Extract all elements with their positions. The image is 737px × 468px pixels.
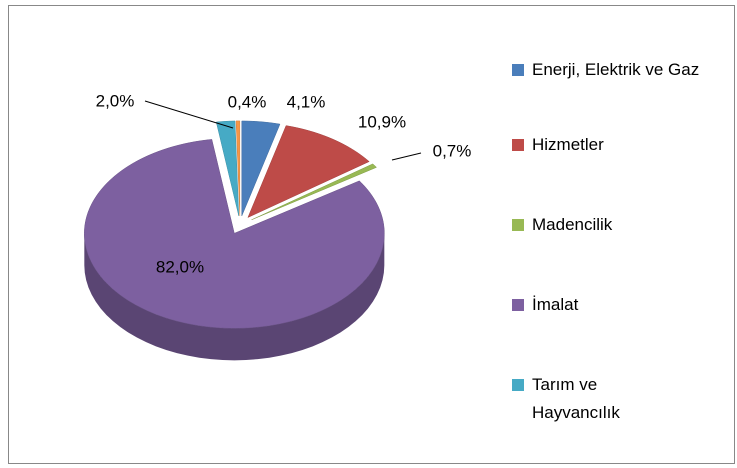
leader-line (144, 100, 234, 129)
legend-label: Madencilik (532, 215, 613, 234)
legend-item: İmalat (512, 291, 727, 319)
leader-line (391, 152, 422, 161)
data-label: 10,9% (358, 112, 406, 131)
legend-item: Enerji, Elektrik ve Gaz (512, 56, 727, 84)
slice (247, 125, 370, 218)
legend-label: Hizmetler (532, 135, 604, 154)
data-label: 4,1% (287, 92, 326, 111)
legend-item: Hizmetler (512, 131, 727, 159)
slice (84, 139, 385, 329)
slice (251, 163, 377, 221)
data-label: 82,0% (156, 257, 204, 276)
legend-swatch (512, 299, 524, 311)
legend-label: Tarım ve Hayvancılık (532, 375, 620, 422)
slice (215, 120, 240, 216)
data-label: 0,7% (433, 141, 472, 160)
legend-swatch (512, 379, 524, 391)
legend-swatch (512, 64, 524, 76)
legend-swatch (512, 219, 524, 231)
legend-swatch (512, 139, 524, 151)
slice (241, 120, 281, 217)
data-label: 0,4% (228, 92, 267, 111)
legend-label: Enerji, Elektrik ve Gaz (532, 60, 700, 79)
slice (235, 120, 241, 216)
legend-label: İmalat (532, 295, 579, 314)
legend-item: Madencilik (512, 211, 727, 239)
legend-item: Tarım ve Hayvancılık (512, 371, 727, 427)
slice-side (84, 233, 385, 361)
data-label: 2,0% (96, 91, 135, 110)
